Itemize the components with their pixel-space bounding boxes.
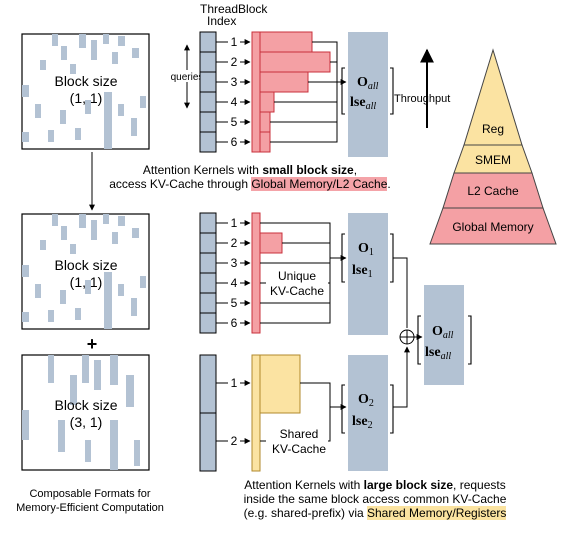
caption-large-line3: (e.g. shared-prefix) via Shared Memory/R…	[190, 506, 560, 520]
caption-composable-line2: Memory-Efficient Computation	[16, 502, 164, 514]
merged-output-O-sub: all	[443, 330, 454, 341]
bottom-kernel-bars	[251, 354, 301, 472]
top-output-O-sub: all	[368, 81, 379, 92]
caption-small-pre: Attention Kernels with	[142, 163, 263, 177]
middle-threadblock-column	[199, 212, 217, 334]
threadblock-title: ThreadBlock	[200, 2, 268, 16]
caption-large-block: Attention Kernels with large block size,…	[190, 478, 560, 520]
top-block-dims-label: (1, 1)	[70, 90, 103, 106]
pyramid-label-reg: Reg	[482, 122, 504, 136]
middle-sparse-matrix	[21, 213, 150, 330]
top-threadblock-column	[199, 31, 217, 153]
merged-output-lse: lse	[425, 345, 441, 360]
bottom-kv-label-bg	[266, 425, 328, 457]
top-kernel-bars	[251, 31, 331, 153]
middle-index-1: 1	[231, 216, 238, 230]
memory-pyramid	[429, 48, 557, 245]
middle-index-2: 2	[231, 236, 238, 250]
bottom-sparse-matrix	[21, 354, 150, 471]
top-index-1: 1	[231, 35, 238, 49]
caption-large-pre: Attention Kernels with	[244, 478, 364, 492]
top-output-O: O	[357, 75, 368, 90]
top-output-panel	[348, 32, 388, 157]
bottom-output-lse: lse	[352, 414, 368, 429]
merged-output-lse-sub: all	[441, 351, 452, 362]
caption-large-post: , requests	[453, 478, 506, 492]
top-index-4: 4	[231, 95, 238, 109]
top-output-lse-sub: all	[366, 101, 377, 112]
caption-large-line2: inside the same block access common KV-C…	[243, 492, 507, 506]
threadblock-index-title: Index	[207, 14, 236, 28]
middle-output-O-sub: 1	[369, 247, 374, 258]
bottom-block-size-label: Block size	[54, 397, 117, 413]
caption-large-bold: large block size	[363, 478, 454, 492]
bottom-index-2: 2	[231, 434, 238, 448]
middle-output-lse: lse	[352, 263, 368, 278]
caption-composable: Composable Formats for Memory-Efficient …	[0, 487, 180, 515]
merged-output-panel	[424, 285, 464, 385]
middle-index-4: 4	[231, 276, 238, 290]
middle-output-O: O	[358, 241, 369, 256]
svg-text:Oall: Oall	[357, 75, 379, 92]
caption-small-highlight: Global Memory/L2 Cache	[251, 177, 388, 191]
top-index-3: 3	[231, 75, 238, 89]
pyramid-label-global: Global Memory	[452, 220, 533, 234]
top-block-size-label: Block size	[54, 73, 117, 89]
caption-small-line2: access KV-Cache through Global Memory/L2…	[60, 177, 440, 191]
pyramid-label-smem: SMEM	[475, 153, 511, 167]
pyramid-level-global	[429, 207, 557, 245]
caption-small-line2-post: .	[387, 177, 391, 191]
caption-small-line2-pre: access KV-Cache through	[109, 177, 252, 191]
pyramid-label-l2: L2 Cache	[467, 184, 519, 198]
merged-output-O: O	[432, 324, 443, 339]
middle-block-dims-label: (1, 1)	[70, 274, 103, 290]
middle-kv-label-bg	[266, 268, 328, 298]
svg-text:Oall: Oall	[432, 324, 454, 341]
svg-text:lseall: lseall	[425, 345, 451, 362]
caption-large-line3-pre: (e.g. shared-prefix) via	[243, 506, 367, 520]
middle-index-6: 6	[231, 316, 238, 330]
queries-label: queries	[171, 72, 204, 83]
middle-kv-label-kvcache: KV-Cache	[270, 284, 324, 298]
bottom-threadblock-column	[199, 354, 217, 472]
caption-small-line1: Attention Kernels with small block size,	[60, 163, 440, 177]
bottom-index-1: 1	[231, 376, 238, 390]
svg-text:O1: O1	[358, 241, 374, 258]
bottom-output-O: O	[358, 392, 369, 407]
top-index-5: 5	[231, 115, 238, 129]
caption-large-highlight: Shared Memory/Registers	[367, 506, 507, 520]
caption-small-bold: small block size	[262, 163, 354, 177]
bottom-output-matrix	[341, 384, 394, 434]
svg-text:lse2: lse2	[352, 414, 373, 431]
svg-text:lse1: lse1	[352, 263, 373, 280]
svg-text:lseall: lseall	[350, 95, 376, 112]
middle-block-size-label: Block size	[54, 257, 117, 273]
top-index-2: 2	[231, 55, 238, 69]
top-output-lse: lse	[350, 95, 366, 110]
merged-output-matrix	[417, 315, 472, 365]
middle-kernel-bars	[251, 212, 283, 334]
bottom-output-panel	[348, 355, 388, 471]
top-index-6: 6	[231, 135, 238, 149]
bottom-kv-label-kvcache: KV-Cache	[272, 442, 326, 456]
caption-composable-line1: Composable Formats for	[29, 488, 151, 500]
middle-index-5: 5	[231, 296, 238, 310]
top-output-matrix	[341, 67, 394, 115]
middle-kv-label-unique: Unique	[278, 269, 316, 283]
bottom-output-lse-sub: 2	[368, 420, 373, 431]
bottom-block-dims-label: (3, 1)	[70, 414, 103, 430]
middle-output-lse-sub: 1	[368, 269, 373, 280]
bottom-kv-label-shared: Shared	[280, 427, 319, 441]
caption-small-post: ,	[353, 163, 358, 177]
top-sparse-matrix	[21, 33, 150, 150]
bottom-output-O-sub: 2	[369, 398, 374, 409]
middle-index-3: 3	[231, 256, 238, 270]
middle-output-panel	[348, 213, 388, 335]
caption-large-line1: Attention Kernels with large block size,…	[190, 478, 560, 492]
svg-text:O2: O2	[358, 392, 374, 409]
throughput-label: Throughput	[394, 93, 450, 105]
plus-sign: +	[87, 334, 98, 354]
caption-small-block: Attention Kernels with small block size,…	[60, 163, 440, 191]
